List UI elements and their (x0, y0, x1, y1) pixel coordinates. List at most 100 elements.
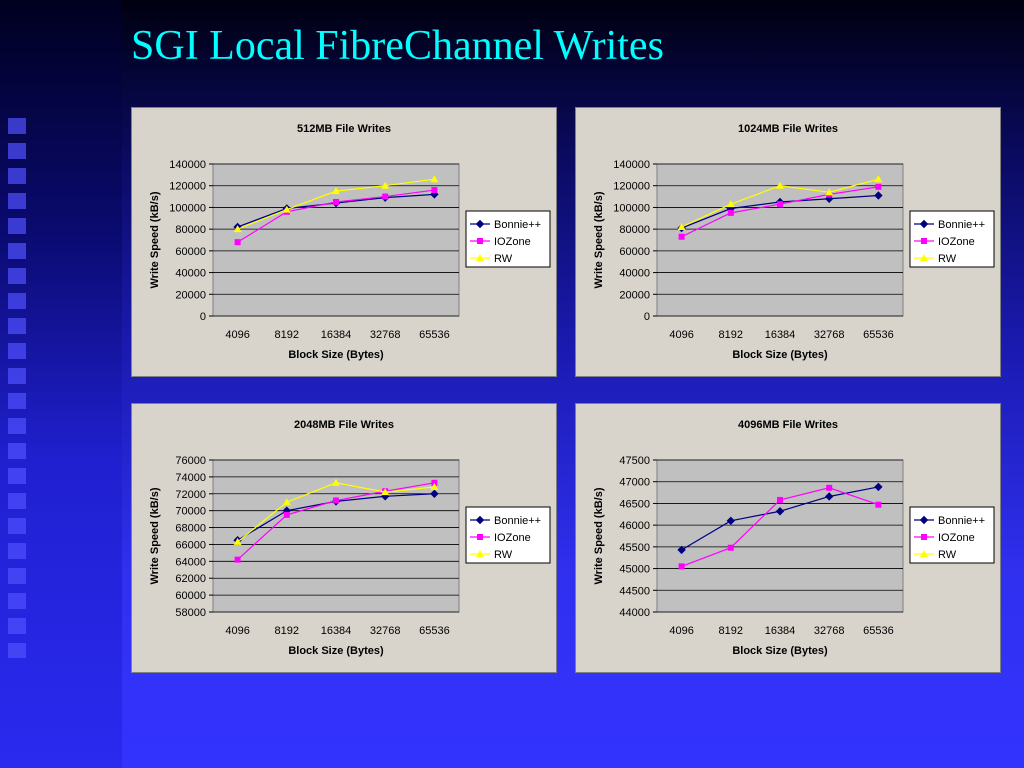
y-tick-label: 45500 (619, 542, 650, 554)
marker (477, 238, 483, 244)
marker (380, 492, 390, 501)
y-tick-label: 0 (644, 311, 650, 323)
y-tick-label: 40000 (175, 268, 206, 280)
chart: 4096MB File Writes 44000 44500 45000 45500 46… (575, 403, 1001, 673)
marker (726, 516, 736, 526)
marker (777, 201, 783, 208)
marker (678, 563, 685, 570)
marker (382, 193, 389, 200)
marker (777, 496, 783, 503)
marker (332, 478, 340, 486)
marker (874, 482, 883, 492)
marker (727, 544, 734, 551)
y-tick-label: 46500 (619, 498, 650, 510)
chart: 1024MB File Writes 0 20000 40000 60000 80000 1… (575, 107, 1001, 377)
marker (234, 239, 241, 246)
x-tick-label: 16384 (321, 625, 352, 637)
x-tick-label: 8192 (719, 625, 743, 637)
y-tick-label: 46000 (619, 520, 650, 532)
marker (283, 511, 290, 518)
y-tick-label: 120000 (169, 181, 206, 193)
y-tick-label: 47500 (619, 455, 650, 467)
marker (475, 219, 485, 229)
x-tick-label: 8192 (275, 329, 299, 341)
x-axis-label: Block Size (Bytes) (732, 349, 828, 361)
y-tick-label: 80000 (619, 224, 650, 236)
marker (677, 545, 686, 555)
y-tick-label: 76000 (175, 455, 206, 467)
y-axis-label: Write Speed (kB/s) (593, 191, 605, 288)
legend-label: IOZone (494, 236, 531, 248)
x-axis-label: Block Size (Bytes) (732, 645, 828, 657)
legend-label: RW (938, 549, 957, 561)
marker (678, 233, 685, 240)
y-tick-label: 74000 (175, 472, 206, 484)
x-tick-label: 32768 (370, 625, 401, 637)
marker (875, 501, 882, 508)
x-tick-label: 65536 (419, 625, 450, 637)
x-tick-label: 16384 (765, 329, 796, 341)
marker (333, 497, 339, 504)
y-tick-label: 68000 (175, 523, 206, 535)
marker (381, 488, 390, 496)
legend-label: IOZone (494, 532, 531, 544)
marker (477, 534, 483, 540)
x-tick-label: 4096 (225, 329, 249, 341)
x-axis-label: Block Size (Bytes) (288, 349, 384, 361)
y-tick-label: 20000 (619, 289, 650, 301)
marker (726, 200, 735, 208)
left-strip (0, 0, 122, 768)
y-tick-label: 0 (200, 311, 206, 323)
legend-label: RW (494, 549, 513, 561)
legend-label: IOZone (938, 236, 975, 248)
slide-title: SGI Local FibreChannel Writes (131, 23, 664, 69)
x-tick-label: 32768 (814, 329, 845, 341)
marker (475, 515, 485, 525)
chart: 512MB File Writes 0 20000 40000 60000 80000 10… (131, 107, 557, 377)
marker (874, 175, 883, 183)
y-tick-label: 45000 (619, 564, 650, 576)
y-tick-label: 80000 (175, 224, 206, 236)
marker (476, 550, 484, 557)
x-axis-label: Block Size (Bytes) (288, 645, 384, 657)
y-tick-label: 44500 (619, 585, 650, 597)
marker (333, 199, 339, 205)
marker (824, 492, 834, 501)
marker (233, 537, 242, 545)
marker (874, 191, 883, 200)
marker (282, 205, 291, 213)
y-tick-label: 20000 (175, 289, 206, 301)
marker (431, 479, 438, 486)
y-tick-label: 60000 (175, 590, 206, 602)
y-tick-label: 60000 (175, 246, 206, 258)
chart-title: 2048MB File Writes (294, 419, 394, 431)
y-axis-label: Write Speed (kB/s) (149, 487, 161, 584)
marker (381, 181, 390, 189)
x-tick-label: 32768 (814, 625, 845, 637)
x-tick-label: 8192 (275, 625, 299, 637)
legend-label: Bonnie++ (938, 515, 985, 527)
chart-title: 4096MB File Writes (738, 419, 838, 431)
marker (282, 498, 291, 506)
marker (825, 188, 834, 196)
chart-title: 1024MB File Writes (738, 123, 838, 135)
y-tick-label: 44000 (619, 607, 650, 619)
legend-label: Bonnie++ (938, 219, 985, 231)
marker (920, 550, 928, 557)
chart-title: 512MB File Writes (297, 123, 391, 135)
marker (430, 175, 439, 183)
y-tick-label: 47000 (619, 477, 650, 489)
x-tick-label: 4096 (669, 625, 693, 637)
x-tick-label: 16384 (765, 625, 796, 637)
y-tick-label: 72000 (175, 489, 206, 501)
marker (431, 187, 438, 194)
y-axis-label: Write Speed (kB/s) (149, 191, 161, 288)
legend-label: Bonnie++ (494, 515, 541, 527)
y-tick-label: 140000 (169, 159, 206, 171)
chart: 2048MB File Writes 58000 60000 62000 64000 66… (131, 403, 557, 673)
legend-label: Bonnie++ (494, 219, 541, 231)
x-tick-label: 65536 (419, 329, 450, 341)
marker (919, 515, 929, 525)
y-tick-label: 70000 (175, 506, 206, 518)
y-tick-label: 120000 (613, 181, 650, 193)
